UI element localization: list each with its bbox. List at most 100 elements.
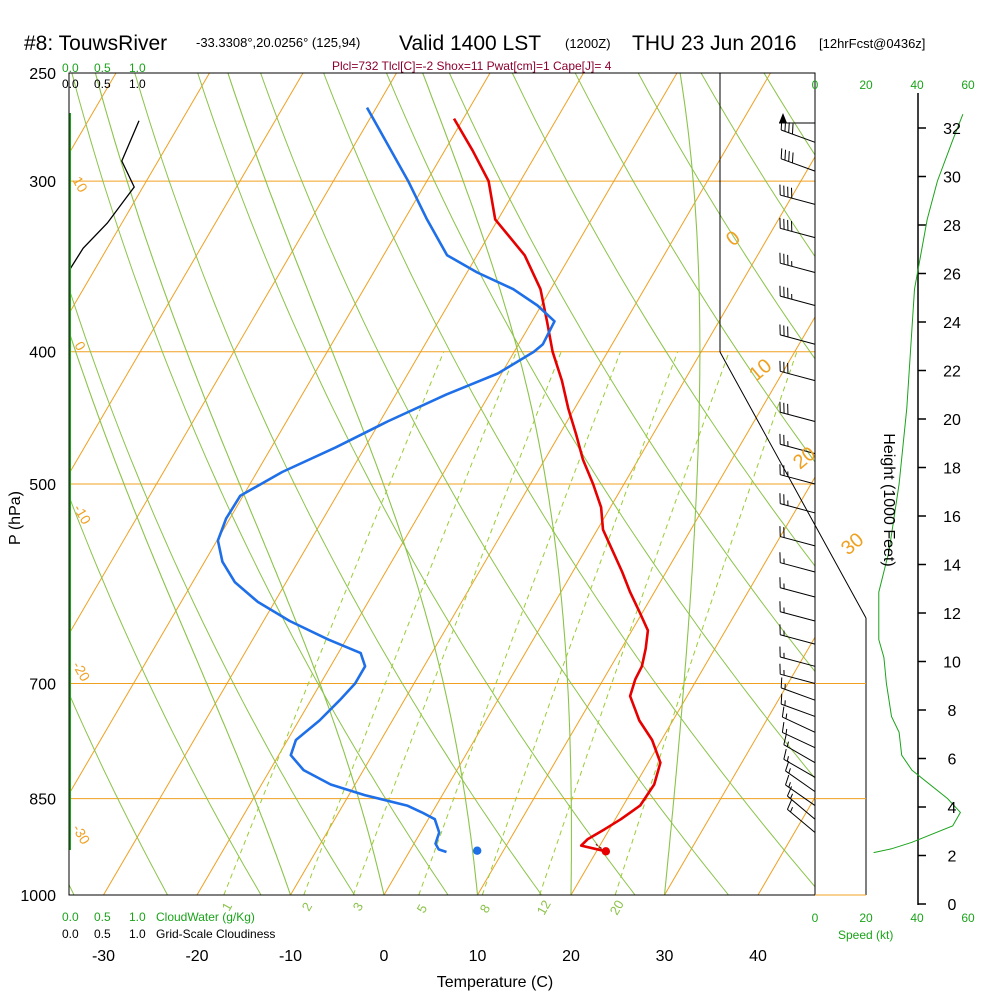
cloudwater-top-tick: 0.5 — [94, 61, 111, 75]
wind-barb — [779, 252, 816, 273]
mixing-ratio-label: 2 — [299, 900, 316, 914]
speed-top-tick: 60 — [961, 78, 975, 92]
cloudiness-profile — [69, 120, 140, 270]
wind-barb-staff — [780, 611, 816, 622]
isotherm-line — [103, 73, 584, 895]
pressure-tick-label: 700 — [29, 677, 56, 694]
wind-barb-flag — [785, 760, 790, 772]
cloudiness-top-tick: 0.5 — [94, 77, 111, 91]
temperature-tick-label: -10 — [279, 948, 302, 965]
wind-barb-flag — [785, 774, 790, 786]
dry-adiabat-label: -30 — [69, 822, 93, 848]
wind-barb — [779, 324, 816, 345]
dry-adiabat-line — [574, 73, 815, 463]
wind-barb — [779, 113, 815, 124]
wind-barb — [779, 646, 816, 667]
wind-barb-half-flag — [785, 728, 788, 735]
cloudiness-top-tick: 0.0 — [62, 77, 79, 91]
cloudiness-bottom-tick: 0.5 — [94, 927, 111, 941]
wind-barb — [779, 601, 816, 622]
dry-adiabat-line — [953, 73, 1000, 895]
moist-adiabat-line — [69, 329, 292, 895]
dry-adiabat-line — [134, 73, 542, 895]
header-zulu: (1200Z) — [565, 36, 611, 51]
wind-barb-flag — [783, 749, 787, 760]
wind-barb-half-flag — [786, 756, 789, 762]
wind-barb-flag — [783, 734, 787, 745]
dry-adiabat-line — [511, 73, 815, 567]
wind-barb-staff — [780, 536, 816, 547]
temperature-tick-label: 10 — [469, 948, 487, 965]
isotherm-line — [0, 73, 23, 895]
x-axis-title: Temperature (C) — [437, 974, 553, 991]
wind-barb-half-flag — [788, 782, 791, 788]
mixing-ratio-label: 12 — [534, 897, 554, 917]
pressure-tick-label: 400 — [29, 345, 56, 362]
mixing-ratio-label: 3 — [350, 900, 367, 914]
wind-barb — [780, 677, 816, 701]
header-date: THU 23 Jun 2016 — [632, 32, 797, 55]
wind-barb — [779, 401, 816, 423]
mixing-ratio-label: 20 — [607, 897, 627, 917]
height-tick-label: 14 — [943, 558, 961, 575]
speed-bottom-tick: 40 — [910, 911, 924, 925]
wind-barb-staff — [780, 227, 816, 239]
cloudiness-bottom-tick: 1.0 — [129, 927, 146, 941]
isotherm-line — [69, 73, 210, 315]
cloudiness-bottom-tick: 0.0 — [62, 927, 79, 941]
wind-barb-staff — [780, 474, 816, 485]
height-tick-label: 22 — [943, 364, 961, 381]
wind-barb-flag — [786, 786, 793, 797]
height-tick-label: 10 — [943, 655, 961, 672]
wind-barb — [779, 464, 816, 485]
wind-barb-staff — [782, 732, 816, 749]
isotherm-line — [69, 73, 397, 635]
wind-barb-staff — [783, 758, 816, 778]
wind-barb-flag — [788, 122, 790, 133]
speed-bottom-tick: 60 — [961, 911, 975, 925]
mixing-ratio-line — [303, 351, 517, 895]
wind-barb-flag — [781, 706, 785, 718]
wind-barb — [779, 493, 816, 514]
dry-adiabat-line — [323, 73, 815, 888]
temperature-tick-label: 30 — [656, 948, 674, 965]
stability-indices: Plcl=732 Tlcl[C]=-2 Shox=11 Pwat[cm]=1 C… — [332, 59, 612, 73]
dry-adiabat-label: -10 — [70, 502, 94, 528]
cloudwater-top-tick: 1.0 — [129, 61, 146, 75]
header-station: #8: TouwsRiver — [24, 32, 167, 55]
dry-adiabat-line — [260, 73, 729, 895]
wind-barb-flag — [791, 123, 794, 135]
wind-barb-staff — [780, 295, 816, 306]
wind-barb-staff — [780, 656, 816, 667]
header-coords: -33.3308°,20.0256° (125,94) — [196, 35, 360, 50]
isotherm-line — [664, 636, 815, 895]
wind-barb-half-flag — [790, 806, 794, 813]
wind-barb-half-flag — [788, 768, 791, 774]
dry-adiabat-line — [890, 73, 1000, 895]
dry-adiabat-label: 10 — [69, 174, 91, 196]
height-tick-label: 6 — [948, 752, 957, 769]
cloudiness-legend: Grid-Scale Cloudiness — [156, 927, 275, 941]
height-tick-label: 32 — [943, 121, 961, 138]
plot-area — [0, 73, 1000, 895]
dry-adiabat-line — [637, 73, 815, 360]
isotherm-line — [290, 73, 771, 895]
wind-barb-staff — [780, 411, 816, 423]
wind-barb — [779, 624, 816, 645]
height-tick-label: 26 — [943, 267, 961, 284]
temperature-tick-label: 20 — [562, 948, 580, 965]
speed-axis-title: Speed (kt) — [838, 928, 893, 942]
height-axis-title: Height (1000 Feet) — [880, 433, 897, 566]
isotherm-line — [852, 73, 1000, 895]
height-tick-label: 8 — [948, 703, 957, 720]
wind-barb-flag — [791, 152, 794, 163]
height-tick-label: 2 — [948, 849, 957, 866]
wind-barb-flag — [781, 722, 785, 733]
mixing-ratio-label: 5 — [414, 902, 431, 916]
pressure-tick-label: 1000 — [20, 888, 56, 905]
height-tick-label: 20 — [943, 412, 961, 429]
wind-barb-staff — [781, 687, 816, 701]
cloudwater-bottom-tick: 0.5 — [94, 910, 111, 924]
